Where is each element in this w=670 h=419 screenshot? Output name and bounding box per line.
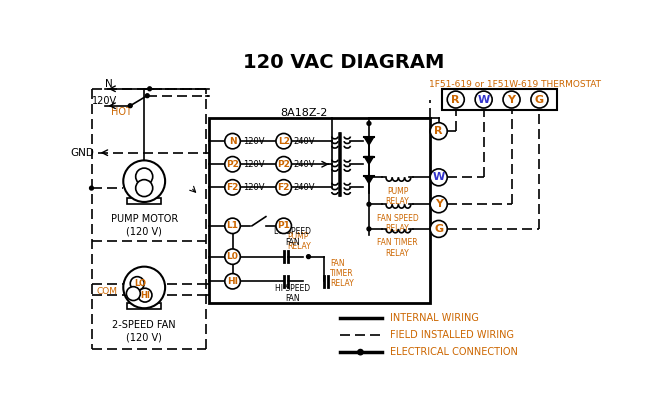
Bar [209,118,430,303]
Circle shape [135,180,153,197]
Circle shape [276,218,291,233]
Circle shape [127,287,140,300]
Circle shape [276,180,291,195]
Text: P2: P2 [277,160,290,169]
Text: 2-SPEED FAN
(120 V): 2-SPEED FAN (120 V) [113,320,176,343]
Circle shape [430,169,448,186]
Text: HOT: HOT [111,107,132,117]
Text: HI: HI [227,277,238,286]
Text: PUMP
RELAY: PUMP RELAY [386,186,409,206]
Text: W: W [478,95,490,105]
Circle shape [225,218,241,233]
Circle shape [225,157,241,172]
Circle shape [145,94,149,98]
Circle shape [367,122,371,125]
Polygon shape [364,137,374,145]
Circle shape [225,133,241,149]
Circle shape [276,157,291,172]
Text: 120V: 120V [243,160,264,169]
Text: PUMP MOTOR
(120 V): PUMP MOTOR (120 V) [111,214,178,237]
Text: G: G [535,95,544,105]
Text: L0: L0 [226,252,239,261]
Circle shape [430,123,448,140]
Text: INTERNAL WIRING: INTERNAL WIRING [390,313,479,323]
Circle shape [475,91,492,108]
Text: L1: L1 [226,221,239,230]
Text: P2: P2 [226,160,239,169]
Text: N: N [105,79,113,89]
Circle shape [358,349,363,355]
Text: 120V: 120V [92,96,117,106]
Text: 1F51-619 or 1F51W-619 THERMOSTAT: 1F51-619 or 1F51W-619 THERMOSTAT [429,80,600,89]
Text: 240V: 240V [293,160,316,169]
Text: P1: P1 [277,221,290,230]
Circle shape [367,227,371,231]
Text: COM: COM [96,287,117,296]
Circle shape [430,220,448,238]
Text: GND: GND [70,147,94,158]
Circle shape [123,160,165,202]
Polygon shape [364,176,374,184]
Text: W: W [433,172,445,182]
Text: N: N [228,137,237,146]
Text: FAN
TIMER
RELAY: FAN TIMER RELAY [330,259,354,288]
Text: Y: Y [508,95,515,105]
Text: 120V: 120V [243,183,264,192]
Circle shape [367,202,371,206]
Text: LO SPEED
FAN: LO SPEED FAN [275,227,312,247]
Text: G: G [434,224,444,234]
Circle shape [531,91,548,108]
Circle shape [430,196,448,213]
Text: LO: LO [134,279,146,288]
Circle shape [130,277,144,290]
Text: HI: HI [140,291,150,300]
Text: ELECTRICAL CONNECTION: ELECTRICAL CONNECTION [390,347,518,357]
Circle shape [225,274,241,289]
Circle shape [135,168,153,185]
Text: FAN SPEED
RELAY: FAN SPEED RELAY [377,214,419,233]
Polygon shape [364,157,374,164]
Bar [127,198,161,204]
Circle shape [225,180,241,195]
Circle shape [123,266,165,308]
Circle shape [367,176,371,179]
Text: L2: L2 [277,137,289,146]
Text: 120 VAC DIAGRAM: 120 VAC DIAGRAM [243,53,444,72]
Text: R: R [452,95,460,105]
Circle shape [276,133,291,149]
Text: F2: F2 [226,183,239,192]
Text: Y: Y [435,199,443,209]
Circle shape [147,87,151,91]
Text: FIELD INSTALLED WIRING: FIELD INSTALLED WIRING [390,330,514,340]
Text: R: R [434,126,443,136]
Text: HI SPEED
FAN: HI SPEED FAN [275,284,311,303]
Circle shape [307,255,310,259]
Circle shape [225,249,241,264]
Circle shape [448,91,464,108]
Circle shape [138,288,152,302]
Text: PUMP
RELAY: PUMP RELAY [287,232,312,251]
Bar [442,89,557,110]
Bar [127,303,161,309]
Text: 240V: 240V [293,183,316,192]
Text: 120V: 120V [243,137,264,146]
Text: 8A18Z-2: 8A18Z-2 [281,109,328,119]
Circle shape [90,186,93,190]
Text: FAN TIMER
RELAY: FAN TIMER RELAY [377,238,418,258]
Text: 240V: 240V [293,137,316,146]
Text: F2: F2 [277,183,290,192]
Circle shape [129,104,132,108]
Circle shape [503,91,520,108]
